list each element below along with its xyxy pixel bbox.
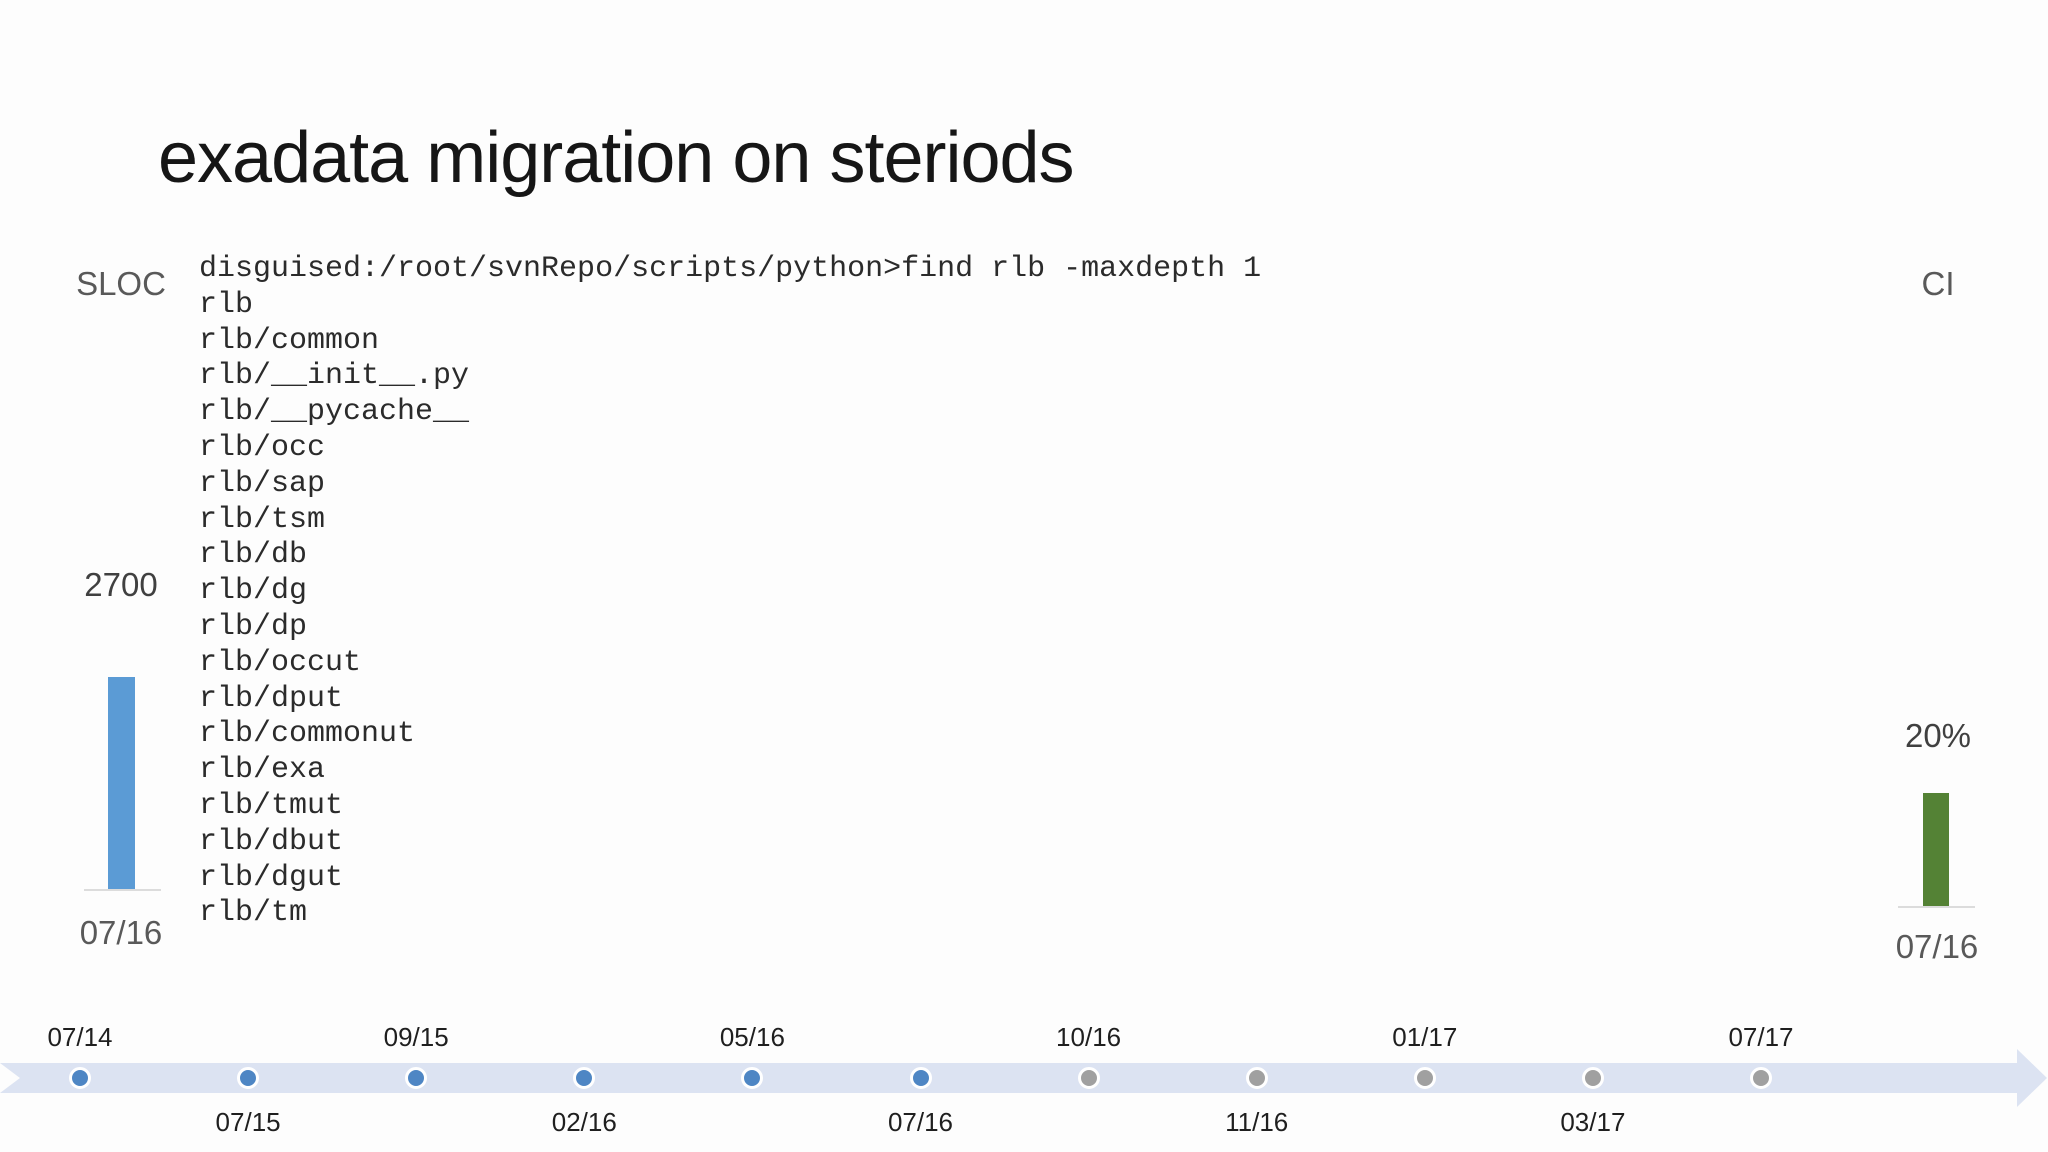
terminal-line: rlb/occ [199, 430, 326, 465]
terminal-line: disguised:/root/svnRepo/scripts/python>f… [199, 252, 1262, 286]
timeline-date-label: 02/16 [551, 1107, 617, 1137]
ci-baseline [1898, 906, 1975, 908]
terminal-line: rlb/dg [199, 574, 308, 609]
timeline-date-label: 01/17 [1392, 1022, 1458, 1052]
terminal-line: rlb/dp [199, 609, 308, 644]
terminal-line: rlb/__init__.py [199, 359, 470, 394]
timeline-dot [1077, 1067, 1100, 1089]
timeline-date-label: 11/16 [1225, 1107, 1289, 1137]
terminal-line: rlb/tsm [199, 502, 326, 537]
timeline-date-label: 07/16 [887, 1107, 954, 1137]
timeline-dot [1245, 1067, 1268, 1089]
ci-axis-label: CI [1921, 265, 1955, 302]
timeline-date-label: 07/17 [1728, 1022, 1794, 1052]
terminal-line: rlb/dput [199, 681, 344, 716]
sloc-axis-label: SLOC [76, 265, 166, 302]
terminal-line: rlb/tmut [199, 788, 344, 823]
timeline-band [0, 1063, 2017, 1093]
terminal-line: rlb/db [199, 538, 308, 573]
timeline-dot [1581, 1067, 1604, 1089]
terminal-line: rlb/exa [199, 753, 326, 788]
timeline-date-label: 03/17 [1560, 1107, 1626, 1137]
terminal-output: disguised:/root/svnRepo/scripts/python>f… [199, 252, 1261, 932]
sloc-bar [108, 677, 135, 890]
terminal-line: rlb/tm [199, 896, 308, 931]
timeline-date-label: 07/15 [215, 1107, 281, 1137]
timeline-dot [237, 1067, 260, 1089]
sloc-baseline [84, 889, 161, 891]
terminal-line: rlb/commonut [199, 717, 416, 752]
timeline-date-label: 05/16 [719, 1022, 785, 1052]
timeline-date-label: 07/14 [47, 1022, 113, 1052]
timeline-dot [909, 1067, 932, 1089]
terminal-line: rlb [199, 287, 254, 322]
timeline-dot [405, 1067, 428, 1089]
timeline-dot [573, 1067, 596, 1089]
ci-value-label: 20% [1904, 717, 1972, 754]
sloc-date-label: 07/16 [79, 914, 163, 951]
terminal-line: rlb/dgut [199, 860, 344, 895]
timeline-dot [741, 1067, 764, 1089]
timeline-date-label: 09/15 [383, 1022, 449, 1052]
ci-bar [1923, 793, 1949, 907]
timeline-dot [1413, 1067, 1436, 1089]
timeline-band-start-notch [0, 1063, 20, 1093]
sloc-value-label: 2700 [84, 566, 158, 603]
terminal-line: rlb/__pycache__ [199, 395, 470, 430]
terminal-line: rlb/occut [199, 645, 362, 680]
slide-title: exadata migration on steriods [158, 118, 1075, 198]
terminal-line: rlb/sap [199, 466, 326, 501]
ci-date-label: 07/16 [1895, 928, 1979, 965]
timeline-date-label: 10/16 [1056, 1022, 1122, 1052]
timeline-arrowhead-icon [2017, 1049, 2047, 1107]
timeline-dot [69, 1067, 91, 1089]
timeline-dot [1750, 1067, 1772, 1089]
terminal-line: rlb/dbut [199, 824, 344, 859]
terminal-line: rlb/common [199, 323, 380, 358]
